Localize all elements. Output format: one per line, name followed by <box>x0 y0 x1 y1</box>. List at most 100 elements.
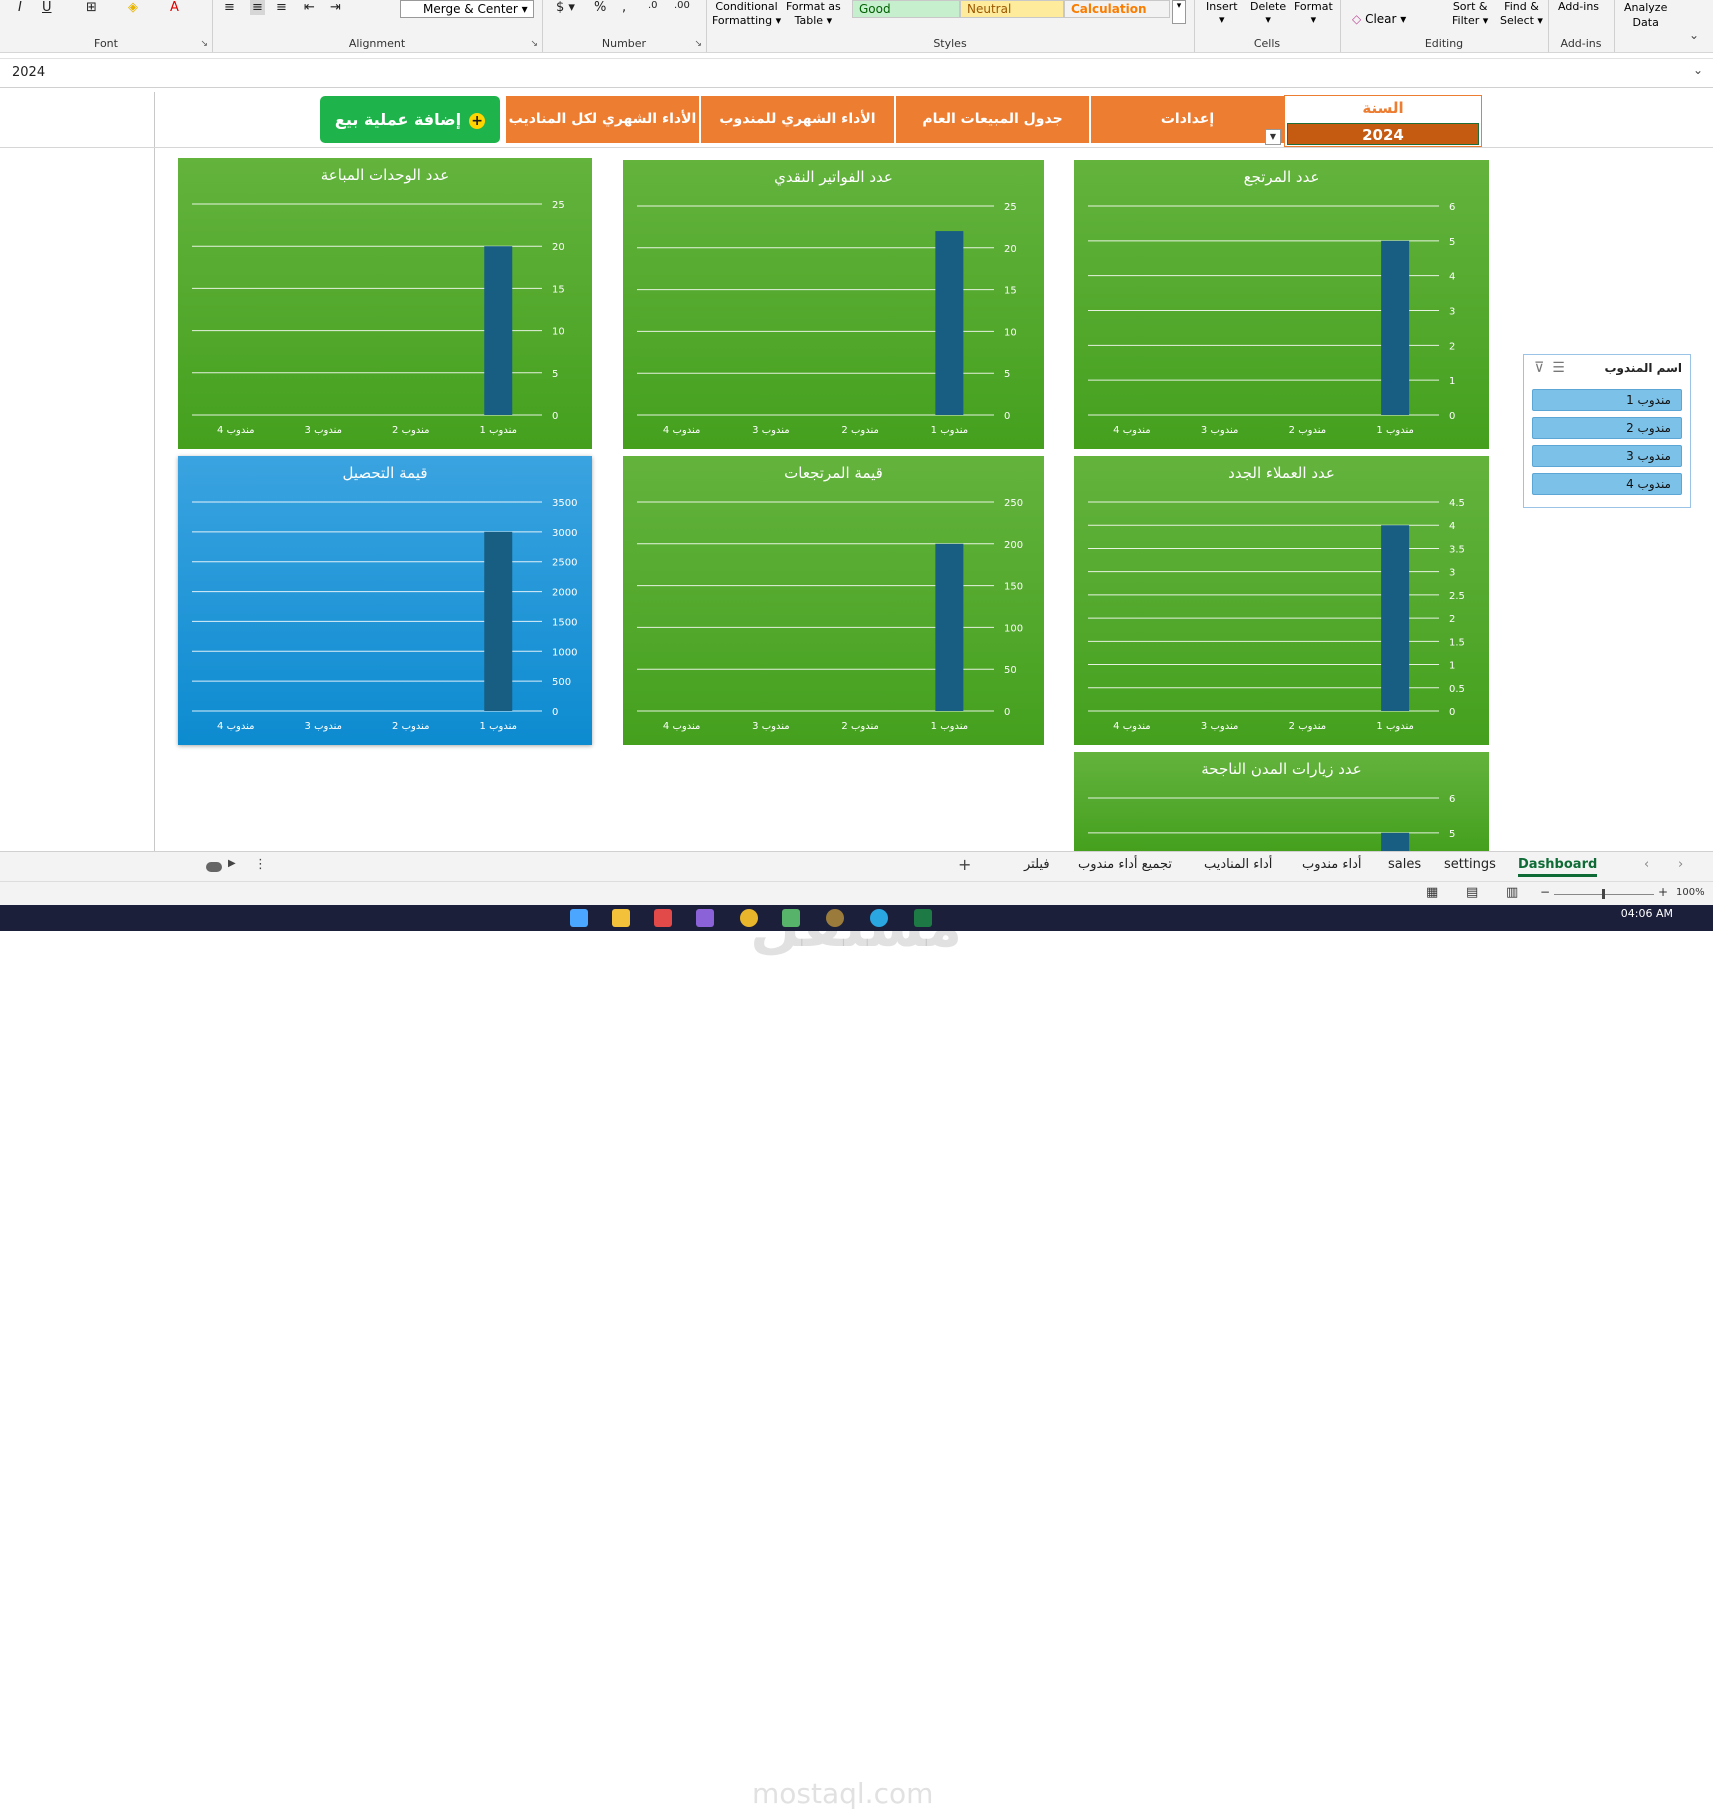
italic-icon[interactable]: I <box>18 0 22 15</box>
slicer-item-rep-2[interactable]: مندوب 2 <box>1532 417 1682 439</box>
number-launcher-icon[interactable]: ↘ <box>694 39 702 49</box>
tab-next-icon[interactable]: › <box>1678 857 1684 872</box>
year-value-cell[interactable]: 2024 <box>1287 123 1479 145</box>
zoom-out-icon[interactable]: − <box>1540 885 1551 899</box>
tab-sales[interactable]: sales <box>1388 857 1422 872</box>
year-dropdown-icon[interactable]: ▼ <box>1265 129 1281 145</box>
page-layout-icon[interactable]: ▤ <box>1466 885 1479 900</box>
y-tick-label: 25 <box>1004 202 1017 213</box>
bar[interactable] <box>935 231 964 415</box>
format-as-table-button[interactable]: Format as Table ▾ <box>786 0 841 27</box>
tab-reps-performance[interactable]: أداء المناديب <box>1204 857 1273 872</box>
clear-button[interactable]: ◇ Clear ▾ <box>1352 12 1407 26</box>
chart-returns-value[interactable]: قيمة المرتجعات 0 50 100 150 200 250 مندوب 1 مندو… <box>623 456 1044 745</box>
decrease-decimal-icon[interactable]: .00 <box>674 0 690 11</box>
underline-icon[interactable]: U <box>42 0 52 15</box>
fill-color-icon[interactable]: ◈ <box>128 0 138 15</box>
visual-studio-icon[interactable] <box>696 909 714 927</box>
x-tick-label: مندوب 2 <box>392 721 429 732</box>
tab-prev-icon[interactable]: ‹ <box>1644 857 1650 872</box>
status-bar: ▦ ▤ ▥ − + 100% <box>0 881 1713 906</box>
analyze-line1: Analyze <box>1624 1 1668 14</box>
chart-new-clients[interactable]: عدد العملاء الجدد 0 0.5 1 1.5 2 2.5 3 3.5 4 4.5 مند… <box>1074 456 1489 745</box>
chart-city-visits[interactable]: عدد زيارات المدن الناجحة0123456مندوب 1من… <box>1074 752 1489 851</box>
borders-icon[interactable]: ⊞ <box>86 0 97 15</box>
tab-dashboard[interactable]: Dashboard <box>1518 857 1598 877</box>
collapse-ribbon-icon[interactable]: ⌄ <box>1688 28 1699 42</box>
app-icon-2[interactable] <box>826 909 844 927</box>
zoom-level[interactable]: 100% <box>1676 887 1705 898</box>
settings-button[interactable]: إعدادات <box>1091 96 1285 143</box>
zoom-in-icon[interactable]: + <box>1658 885 1669 899</box>
y-tick-label: 1500 <box>552 617 577 628</box>
conditional-formatting-button[interactable]: Conditional Formatting ▾ <box>712 0 782 27</box>
align-left-icon[interactable]: ≡ <box>224 0 235 15</box>
chart-cash-invoices[interactable]: عدد الفواتير النقدي 0 5 10 15 20 25 مندوب 1 مندو… <box>623 160 1044 449</box>
formula-bar[interactable]: 2024 ⌄ <box>0 58 1713 88</box>
bar[interactable] <box>1381 832 1410 851</box>
delete-button[interactable]: Delete ▾ <box>1250 0 1287 26</box>
app-icon[interactable] <box>782 909 800 927</box>
bar[interactable] <box>1381 525 1410 711</box>
tab-rep-performance[interactable]: أداء مندوب <box>1302 857 1362 872</box>
zoom-slider-thumb[interactable] <box>1602 889 1605 899</box>
x-tick-label: مندوب 4 <box>1113 425 1150 436</box>
horizontal-scroll-thumb[interactable] <box>206 862 222 872</box>
chrome-icon[interactable] <box>740 909 758 927</box>
add-sheet-icon[interactable]: + <box>958 855 972 874</box>
expand-formula-bar-icon[interactable]: ⌄ <box>1692 63 1703 77</box>
add-sale-label: إضافة عملية بيع <box>334 110 462 129</box>
add-sale-button[interactable]: إضافة عملية بيع + <box>320 96 500 143</box>
styles-more-icon[interactable]: ▾ <box>1172 0 1186 24</box>
slicer-item-rep-4[interactable]: مندوب 4 <box>1532 473 1682 495</box>
store-icon[interactable] <box>654 909 672 927</box>
windows-start-icon[interactable] <box>570 909 588 927</box>
find-select-button[interactable]: Find & Select ▾ <box>1500 0 1543 27</box>
bar[interactable] <box>935 543 964 711</box>
bar[interactable] <box>484 246 513 415</box>
decrease-indent-icon[interactable]: ⇤ <box>304 0 315 15</box>
bar[interactable] <box>484 531 513 711</box>
tab-settings[interactable]: settings <box>1444 857 1496 872</box>
monthly-all-reps-button[interactable]: الأداء الشهري لكل المناديب <box>506 96 700 143</box>
style-good[interactable]: Good <box>852 0 960 18</box>
file-explorer-icon[interactable] <box>612 909 630 927</box>
normal-view-icon[interactable]: ▦ <box>1426 885 1439 900</box>
chart-units-sold[interactable]: عدد الوحدات المباعة 0 5 10 15 20 25 مندوب 1 مندو… <box>178 158 592 449</box>
sort-filter-button[interactable]: Sort & Filter ▾ <box>1452 0 1489 27</box>
scroll-right-icon[interactable]: ▶ <box>228 858 236 869</box>
style-neutral[interactable]: Neutral <box>960 0 1064 18</box>
merge-center-button[interactable]: Merge & Center ▾ <box>400 0 534 18</box>
chart-returns-count[interactable]: عدد المرتجع 0 1 2 3 4 5 6 مندوب 1 مندوب 2 مندوب 3 م… <box>1074 160 1489 449</box>
comma-icon[interactable]: , <box>622 0 627 15</box>
excel-icon[interactable] <box>914 909 932 927</box>
increase-indent-icon[interactable]: ⇥ <box>330 0 341 15</box>
multi-select-icon[interactable]: ☰ <box>1552 360 1573 376</box>
tab-rep-performance-summary[interactable]: تجميع أداء مندوب <box>1078 857 1172 872</box>
increase-decimal-icon[interactable]: .0 <box>648 0 658 11</box>
insert-button[interactable]: Insert ▾ <box>1206 0 1238 26</box>
format-button[interactable]: Format ▾ <box>1294 0 1333 26</box>
page-break-icon[interactable]: ▥ <box>1506 885 1519 900</box>
align-right-icon[interactable]: ≡ <box>276 0 287 15</box>
slicer-item-rep-3[interactable]: مندوب 3 <box>1532 445 1682 467</box>
alignment-launcher-icon[interactable]: ↘ <box>530 39 538 49</box>
style-calculation[interactable]: Calculation <box>1064 0 1170 18</box>
sales-table-button[interactable]: جدول المبيعات العام <box>896 96 1090 143</box>
currency-icon[interactable]: $ ▾ <box>556 0 575 15</box>
chart-collection-value[interactable]: قيمة التحصيل 0 500 1000 1500 2000 2500 3000 3500… <box>178 456 592 745</box>
addins-button[interactable]: Add-ins <box>1558 0 1600 13</box>
telegram-icon[interactable] <box>870 909 888 927</box>
font-launcher-icon[interactable]: ↘ <box>200 39 208 49</box>
percent-icon[interactable]: % <box>594 0 607 15</box>
bar[interactable] <box>1381 240 1410 415</box>
slicer-item-rep-1[interactable]: مندوب 1 <box>1532 389 1682 411</box>
clear-filter-icon[interactable]: ⊽ <box>1534 360 1553 376</box>
monthly-rep-button[interactable]: الأداء الشهري للمندوب <box>701 96 895 143</box>
more-options-icon[interactable]: ⋮ <box>254 857 267 872</box>
align-center-icon[interactable]: ≡ <box>250 0 265 15</box>
analyze-data-button[interactable]: Analyze Data <box>1624 0 1667 30</box>
x-tick-label: مندوب 2 <box>392 425 429 436</box>
font-color-icon[interactable]: A <box>170 0 179 15</box>
tab-filter[interactable]: فيلتر <box>1024 857 1050 872</box>
